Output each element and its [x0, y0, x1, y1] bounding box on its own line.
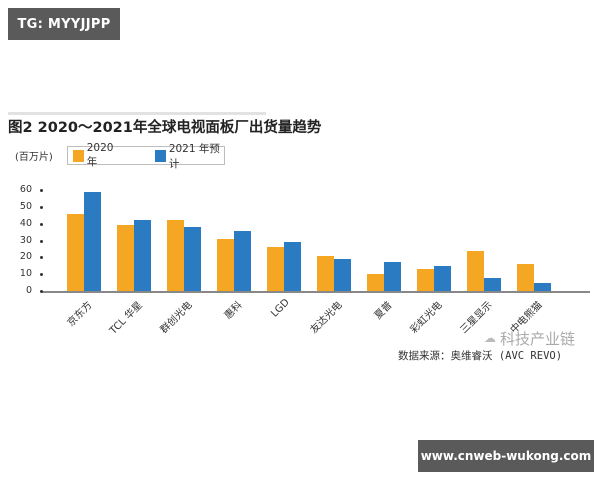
chart-title: 图2 2020～2021年全球电视面板厂出货量趋势: [8, 120, 322, 136]
x-axis-line: [42, 291, 590, 293]
bar-2021: [284, 242, 301, 291]
wechat-icon: ☁: [484, 331, 496, 345]
bar-2021: [334, 259, 351, 291]
bar-2021: [434, 265, 451, 291]
data-source-note: 数据来源：奥维睿沃 (AVC REVO): [398, 350, 563, 362]
site-url-badge: www.cnweb-wukong.com: [418, 440, 594, 472]
bar-2020: [117, 225, 134, 291]
bar-2020: [67, 213, 84, 291]
y-tick-mark: [40, 290, 43, 293]
y-tick-mark: [40, 256, 43, 260]
bar-2020: [217, 238, 234, 291]
bar-2020: [317, 255, 334, 291]
bar-2021: [134, 220, 151, 291]
y-tick-mark: [40, 222, 43, 226]
bar-2021: [234, 230, 251, 291]
bar-2020: [167, 220, 184, 291]
x-category-label: 群创光电: [158, 299, 195, 336]
x-category-label: 惠科: [222, 299, 245, 322]
legend-label-2021: 2021 年预计: [168, 142, 220, 170]
bar-2020: [367, 274, 384, 291]
y-tick-mark: [40, 189, 43, 193]
telegram-badge: TG: MYYJJPP: [8, 8, 120, 40]
bar-2021: [534, 282, 551, 291]
y-tick-label: 10: [19, 268, 32, 280]
bar-2021: [384, 262, 401, 291]
y-tick-mark: [40, 239, 43, 243]
y-tick-label: 60: [19, 184, 32, 196]
y-tick-label: 50: [19, 201, 32, 212]
legend-swatch-2020: [73, 149, 84, 162]
legend-item-2020: 2020 年: [73, 142, 123, 169]
legend-swatch-2021: [155, 149, 166, 162]
x-category-label: 友达光电: [308, 299, 345, 336]
bar-2021: [484, 277, 501, 291]
title-divider: [8, 112, 266, 115]
y-tick-label: 0: [25, 285, 32, 296]
bar-2020: [417, 269, 434, 291]
y-tick-mark: [40, 206, 43, 209]
y-tick-label: 40: [19, 217, 32, 229]
bar-2020: [517, 264, 534, 291]
x-category-label: TCL 华星: [107, 299, 145, 337]
y-tick-label: 30: [19, 234, 32, 246]
y-tick-mark: [40, 273, 43, 277]
legend-label-2020: 2020 年: [86, 142, 114, 168]
x-category-label: 夏普: [372, 299, 395, 322]
bar-2020: [267, 247, 284, 291]
bar-2021: [184, 227, 201, 291]
x-category-label: 京东方: [65, 299, 95, 329]
bar-2021: [84, 191, 101, 291]
watermark-text: 科技产业链: [500, 330, 576, 348]
y-axis-unit: (百万片): [15, 152, 53, 163]
x-category-label: 彩虹光电: [408, 299, 445, 336]
legend-item-2021: 2021 年预计: [155, 141, 224, 171]
x-category-label: LGD: [269, 297, 292, 320]
bar-2020: [467, 250, 484, 291]
chart-legend: 2020 年 2021 年预计: [67, 142, 225, 170]
y-tick-label: 20: [19, 251, 32, 263]
